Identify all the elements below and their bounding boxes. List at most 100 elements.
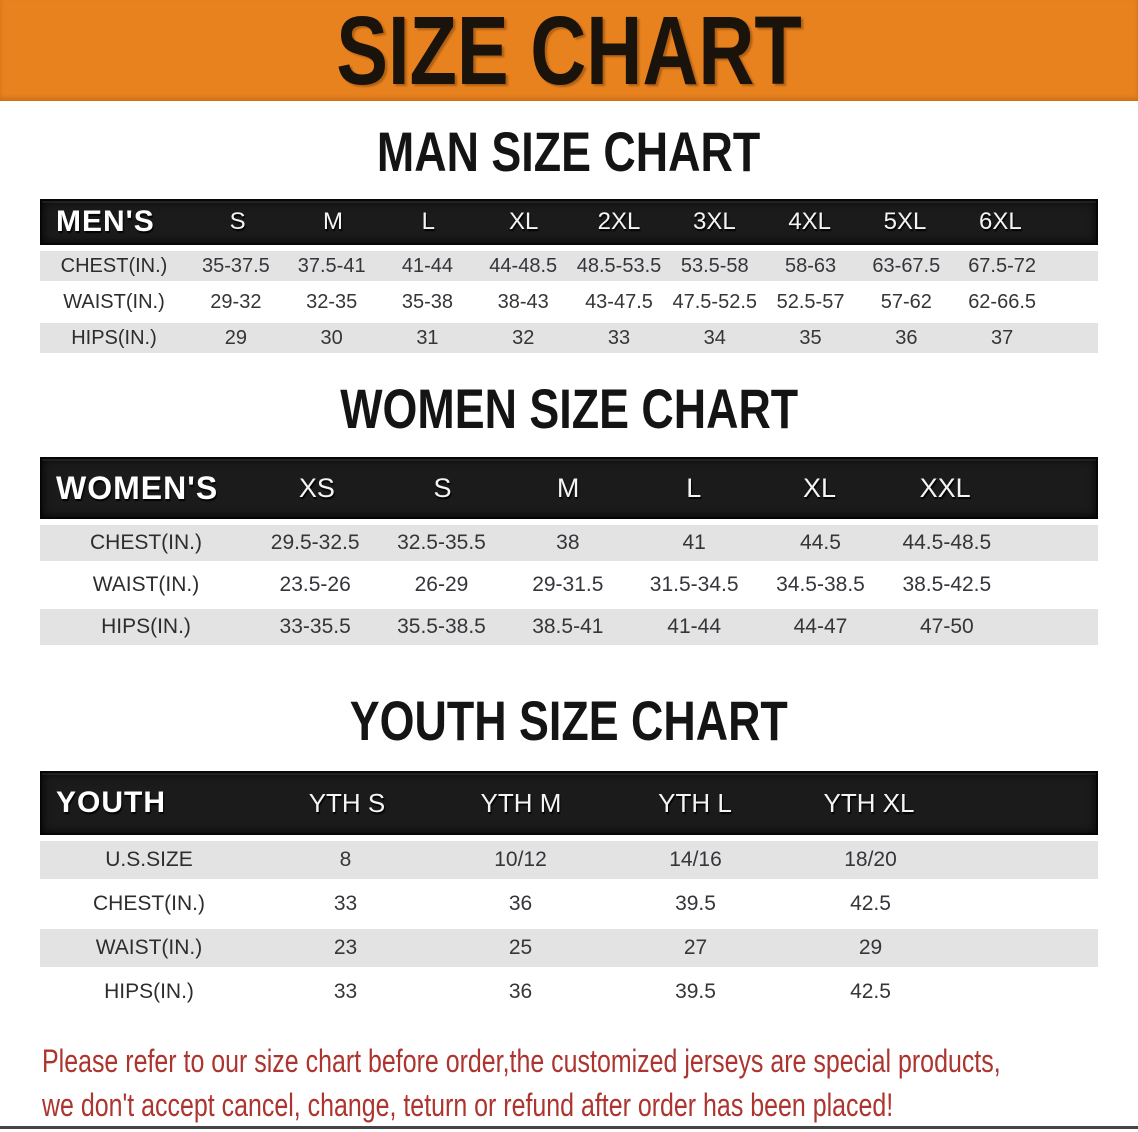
size-value: 14/16 [669,848,722,871]
size-value: 37 [990,326,1014,349]
size-value: 41 [682,531,706,554]
row-label: HIPS(IN.) [104,980,194,1003]
women-column-header: XL [802,472,836,503]
size-value: 33 [333,892,358,915]
men-column-header: 2XL [597,208,641,235]
size-value: 37.5-41 [297,254,366,277]
size-value: 43-47.5 [585,290,653,313]
women-table-row: WAIST(IN.) 23.5-26 26-29 29-31.5 31.5-34.5 34… [40,567,1098,603]
size-value: 35.5-38.5 [397,615,486,638]
women-section-heading: WOMEN SIZE CHART [0,377,1138,440]
youth-column-header: YTH S [308,787,386,818]
women-column-header: L [686,472,702,503]
men-table-header-bar: MEN'S S M L XL 2XL 3XL 4XL 5XL 6XL [40,199,1098,245]
size-value: 36 [508,980,533,1003]
size-value: 67.5-72 [968,254,1037,277]
row-label: CHEST(IN.) [60,254,168,277]
size-value: 58-63 [784,254,837,277]
row-label: HIPS(IN.) [71,326,157,349]
youth-table-row: HIPS(IN.) 33 36 39.5 42.5 [40,973,1098,1011]
row-label: WAIST(IN.) [92,573,200,596]
size-value: 29-31.5 [532,573,604,596]
women-section-heading-text: WOMEN SIZE CHART [340,377,798,440]
men-table-row: WAIST(IN.) 29-32 32-35 35-38 38-43 43-47.5 47.… [40,287,1098,317]
men-column-header: 5XL [883,208,927,235]
size-value: 32.5-35.5 [397,531,486,554]
size-value: 34.5-38.5 [776,573,865,596]
size-value: 62-66.5 [968,290,1037,313]
size-value: 29 [224,326,247,349]
size-value: 26-29 [414,573,469,596]
row-label: CHEST(IN.) [93,892,205,915]
size-value: 18/20 [844,848,897,871]
size-value: 36 [895,326,918,349]
youth-column-header: YTH XL [823,787,915,818]
men-column-header: XL [508,208,539,235]
youth-column-header: YTH L [658,787,732,818]
women-column-header: S [433,472,452,503]
size-value: 38-43 [497,290,549,313]
youth-column-header: YTH M [480,787,562,818]
youth-table-row: CHEST(IN.) 33 36 39.5 42.5 [40,885,1098,923]
youth-table-header-bar: YOUTH YTH S YTH M YTH L YTH XL [40,771,1098,835]
youth-section-heading: YOUTH SIZE CHART [0,689,1138,752]
size-value: 36 [508,892,533,915]
women-column-header: M [556,472,580,503]
size-value: 30 [320,326,343,349]
men-column-header: 4XL [788,208,832,235]
women-table-header-bar: WOMEN'S XS S M L XL XXL [40,457,1098,519]
size-value: 39.5 [675,980,716,1003]
size-value: 31 [416,326,439,349]
size-value: 31.5-34.5 [649,573,739,596]
row-label: WAIST(IN.) [95,936,203,959]
size-value: 47-50 [919,615,974,638]
youth-section-heading-text: YOUTH SIZE CHART [349,689,789,752]
size-value: 63-67.5 [872,254,941,277]
size-value: 48.5-53.5 [576,254,662,277]
size-value: 25 [508,936,533,959]
men-column-header: 6XL [978,208,1022,235]
men-table-title: MEN'S [56,205,155,238]
size-value: 33 [607,326,631,349]
men-size-table: MEN'S S M L XL 2XL 3XL 4XL 5XL 6XL CHEST(IN.) 35-37… [40,199,1098,353]
men-section-heading: MAN SIZE CHART [0,120,1138,183]
row-label: WAIST(IN.) [63,290,165,313]
women-table-row: HIPS(IN.) 33-35.5 35.5-38.5 38.5-41 41-44 44-… [40,609,1098,645]
men-column-header: 3XL [692,208,736,235]
row-label: CHEST(IN.) [90,531,202,554]
size-value: 10/12 [494,848,547,871]
women-table-row: CHEST(IN.) 29.5-32.5 32.5-35.5 38 41 44.5 44.5… [40,525,1098,561]
size-value: 29-32 [210,290,262,313]
women-table-title: WOMEN'S [56,469,219,506]
size-value: 23.5-26 [279,573,351,596]
youth-table-row: U.S.SIZE 8 10/12 14/16 18/20 [40,841,1098,879]
men-column-header: L [421,208,435,235]
banner-title: SIZE CHART [336,0,802,105]
size-value: 41-44 [401,254,454,277]
disclaimer-note: Please refer to our size chart before or… [42,1039,1138,1127]
size-value: 57-62 [880,290,932,313]
size-value: 42.5 [850,980,891,1003]
size-value: 35-37.5 [201,254,270,277]
women-size-table: WOMEN'S XS S M L XL XXL CHEST(IN.) 29.5-32.5 32.5… [40,457,1098,645]
size-value: 53.5-58 [680,254,749,277]
size-value: 23 [333,936,358,959]
row-label: U.S.SIZE [105,848,193,871]
size-value: 29.5-32.5 [270,531,360,554]
size-value: 44.5-48.5 [902,531,992,554]
size-value: 44-47 [793,615,848,638]
youth-table-title: YOUTH [56,786,166,819]
size-value: 34 [703,326,726,349]
youth-table-row: WAIST(IN.) 23 25 27 29 [40,929,1098,967]
size-value: 29 [858,936,883,959]
men-column-header: S [229,208,246,235]
men-section-heading-text: MAN SIZE CHART [377,120,761,183]
disclaimer-line-2: we don't accept cancel, change, teturn o… [42,1087,894,1123]
size-value: 38.5-41 [532,615,604,638]
row-label: HIPS(IN.) [101,615,191,638]
size-value: 35 [799,326,822,349]
size-value: 32-35 [306,290,358,313]
youth-size-table: YOUTH YTH S YTH M YTH L YTH XL U.S.SIZE 8 10/12… [40,771,1098,1011]
size-value: 47.5-52.5 [672,290,758,313]
bottom-divider [0,1126,1138,1129]
